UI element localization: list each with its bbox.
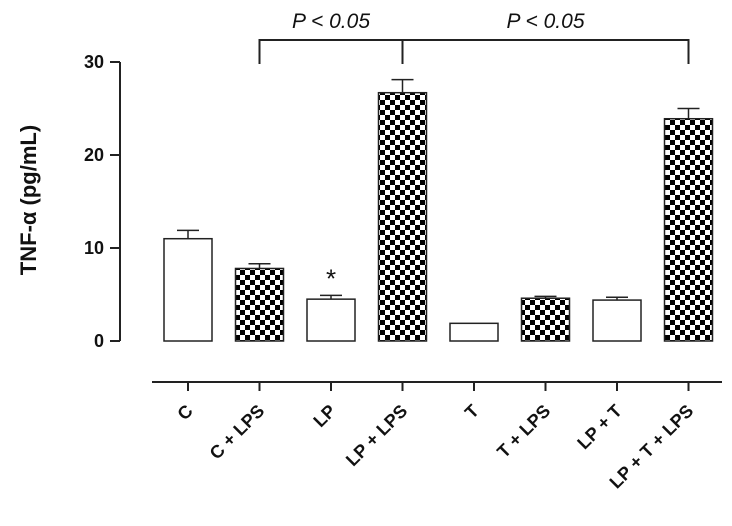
p-value-label: P < 0.05 xyxy=(506,10,584,33)
bar xyxy=(234,267,285,342)
bar xyxy=(592,299,642,342)
significance-bracket xyxy=(401,39,690,64)
x-tick-label: LP + T xyxy=(573,401,625,453)
x-tick-label: C xyxy=(173,401,196,424)
x-tick-label: C + LPS xyxy=(206,401,269,464)
bar xyxy=(163,237,213,342)
significance-bracket xyxy=(258,39,404,64)
bar xyxy=(377,91,428,342)
p-value-label: P < 0.05 xyxy=(292,10,370,33)
x-tick-label: LP + LPS xyxy=(342,401,411,470)
significance-star: * xyxy=(326,263,336,293)
bar xyxy=(306,298,356,342)
y-axis-label: TNF-α (pg/mL) xyxy=(16,125,41,275)
bars xyxy=(163,78,714,342)
annotations: * P < 0.05 P < 0.05 xyxy=(258,10,690,293)
y-tick-label: 10 xyxy=(84,238,104,258)
y-tick-label: 0 xyxy=(94,331,104,351)
y-tick-label: 20 xyxy=(84,145,104,165)
bar xyxy=(663,117,714,342)
x-tick-label: T + LPS xyxy=(493,401,554,462)
y-tick-label: 30 xyxy=(84,52,104,72)
bar xyxy=(449,322,499,342)
bar xyxy=(520,297,571,342)
x-tick-label: T xyxy=(461,401,483,423)
x-tick-label: LP xyxy=(309,401,339,431)
